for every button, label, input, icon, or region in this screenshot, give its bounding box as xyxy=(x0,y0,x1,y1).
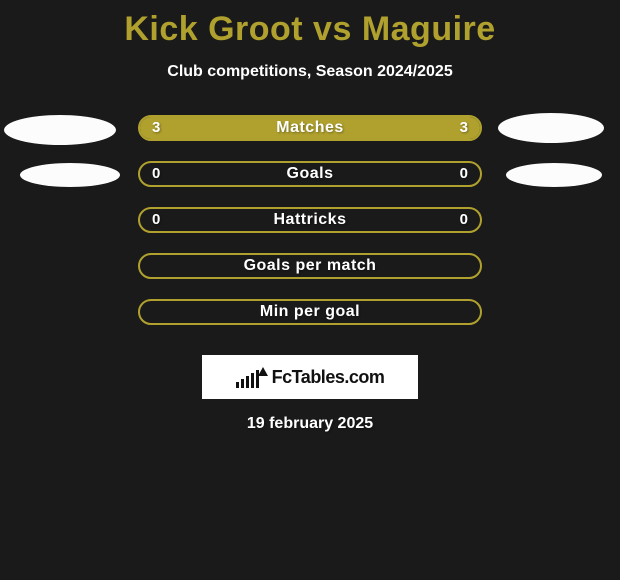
stat-value-left: 0 xyxy=(152,163,160,185)
stat-value-left: 0 xyxy=(152,209,160,231)
stat-row: Hattricks0 0 xyxy=(0,207,620,253)
stat-row: Min per goal xyxy=(0,299,620,345)
logo-text: FcTables.com xyxy=(272,367,385,388)
stat-label: Min per goal xyxy=(140,301,480,323)
stat-value-right: 0 xyxy=(460,209,468,231)
player-left-icon xyxy=(20,163,120,187)
stat-row: Goals0 0 xyxy=(0,161,620,207)
stat-value-right: 3 xyxy=(460,117,468,139)
stat-label: Goals per match xyxy=(140,255,480,277)
player-left-icon xyxy=(4,115,116,145)
page-title: Kick Groot vs Maguire xyxy=(0,0,620,49)
logo-box: FcTables.com xyxy=(202,355,418,399)
stat-row: Matches3 3 xyxy=(0,115,620,161)
stat-label: Matches xyxy=(140,117,480,139)
stat-bar: Goals per match xyxy=(138,253,482,279)
stat-bar: Min per goal xyxy=(138,299,482,325)
comparison-rows: Matches33Goals00Hattricks00Goals per mat… xyxy=(0,115,620,345)
stat-row: Goals per match xyxy=(0,253,620,299)
logo-arrow-icon xyxy=(258,367,268,376)
stat-bar: Hattricks0 0 xyxy=(138,207,482,233)
stat-label: Hattricks xyxy=(140,209,480,231)
stat-value-left: 3 xyxy=(152,117,160,139)
stat-bar: Matches3 3 xyxy=(138,115,482,141)
player-right-icon xyxy=(498,113,604,143)
stat-bar: Goals0 0 xyxy=(138,161,482,187)
date-text: 19 february 2025 xyxy=(0,415,620,433)
subtitle: Club competitions, Season 2024/2025 xyxy=(0,63,620,81)
player-right-icon xyxy=(506,163,602,187)
stat-value-right: 0 xyxy=(460,163,468,185)
stat-label: Goals xyxy=(140,163,480,185)
logo-bars-icon xyxy=(236,368,268,388)
